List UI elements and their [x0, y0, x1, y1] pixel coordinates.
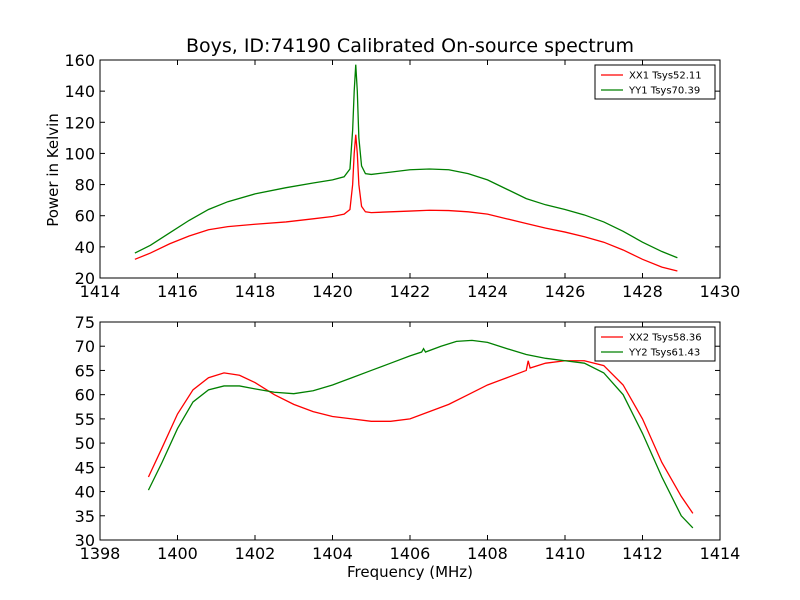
- bottom-x-tick-label: 1406: [390, 544, 431, 563]
- top-y-tick-label: 100: [64, 144, 95, 163]
- top-x-tick-label: 1416: [157, 282, 198, 301]
- top-y-tick-label: 160: [64, 51, 95, 70]
- top-x-tick-label: 1428: [622, 282, 663, 301]
- top-y-axis-label: Power in Kelvin: [44, 113, 62, 227]
- bottom-y-tick-label: 30: [75, 531, 95, 550]
- top-x-tick-label: 1426: [545, 282, 586, 301]
- bottom-legend: [594, 326, 716, 362]
- top-x-tick-label: 1430: [700, 282, 741, 301]
- bottom-y-tick-label: 45: [75, 458, 95, 477]
- bottom-y-tick-label: 70: [75, 337, 95, 356]
- top-y-tick-label: 80: [75, 176, 95, 195]
- bottom-series-line-1: [147, 360, 694, 514]
- bottom-series-line-2: [147, 339, 694, 529]
- bottom-y-tick-label: 60: [75, 386, 95, 405]
- top-x-tick-label: 1418: [235, 282, 276, 301]
- top-y-tick-label: 120: [64, 113, 95, 132]
- top-y-tick-label: 20: [75, 269, 95, 288]
- top-legend-label-1: XX1 Tsys52.11: [629, 71, 702, 82]
- bottom-legend-label-2: YY2 Tsys61.43: [628, 348, 700, 359]
- top-legend: [594, 64, 716, 100]
- top-series-line-1: [134, 134, 678, 272]
- top-x-tick-label: 1420: [312, 282, 353, 301]
- top-y-tick-label: 140: [64, 82, 95, 101]
- bottom-y-tick-label: 40: [75, 483, 95, 502]
- top-x-tick-label: 1424: [467, 282, 508, 301]
- bottom-x-tick-label: 1398: [80, 544, 121, 563]
- bottom-x-axis-label: Frequency (MHz): [347, 563, 473, 581]
- bottom-legend-label-1: XX2 Tsys58.36: [629, 333, 702, 344]
- bottom-x-tick-label: 1404: [312, 544, 353, 563]
- top-y-tick-label: 60: [75, 207, 95, 226]
- bottom-x-tick-label: 1410: [545, 544, 586, 563]
- top-x-tick-label: 1422: [390, 282, 431, 301]
- bottom-y-tick-label: 55: [75, 410, 95, 429]
- top-x-tick-label: 1414: [80, 282, 121, 301]
- bottom-plot: 1398 1400 1402 1404 1406 1408 1410 1412 1414 30 35…: [75, 313, 741, 563]
- top-plot: 1414 1416 1418 1420 1422 1424 1426 1428 1430 20 40…: [64, 51, 740, 301]
- top-series-line-2: [134, 64, 678, 259]
- bottom-x-tick-label: 1400: [157, 544, 198, 563]
- bottom-x-tick-label: 1412: [622, 544, 663, 563]
- bottom-y-tick-label: 65: [75, 361, 95, 380]
- top-legend-label-2: YY1 Tsys70.39: [628, 86, 700, 97]
- bottom-x-tick-label: 1414: [700, 544, 741, 563]
- chart-title: Boys, ID:74190 Calibrated On-source spec…: [186, 35, 634, 57]
- bottom-x-tick-label: 1408: [467, 544, 508, 563]
- bottom-y-tick-label: 35: [75, 507, 95, 526]
- bottom-y-tick-label: 75: [75, 313, 95, 332]
- top-y-tick-label: 40: [75, 238, 95, 257]
- bottom-y-tick-label: 50: [75, 434, 95, 453]
- bottom-x-tick-label: 1402: [235, 544, 276, 563]
